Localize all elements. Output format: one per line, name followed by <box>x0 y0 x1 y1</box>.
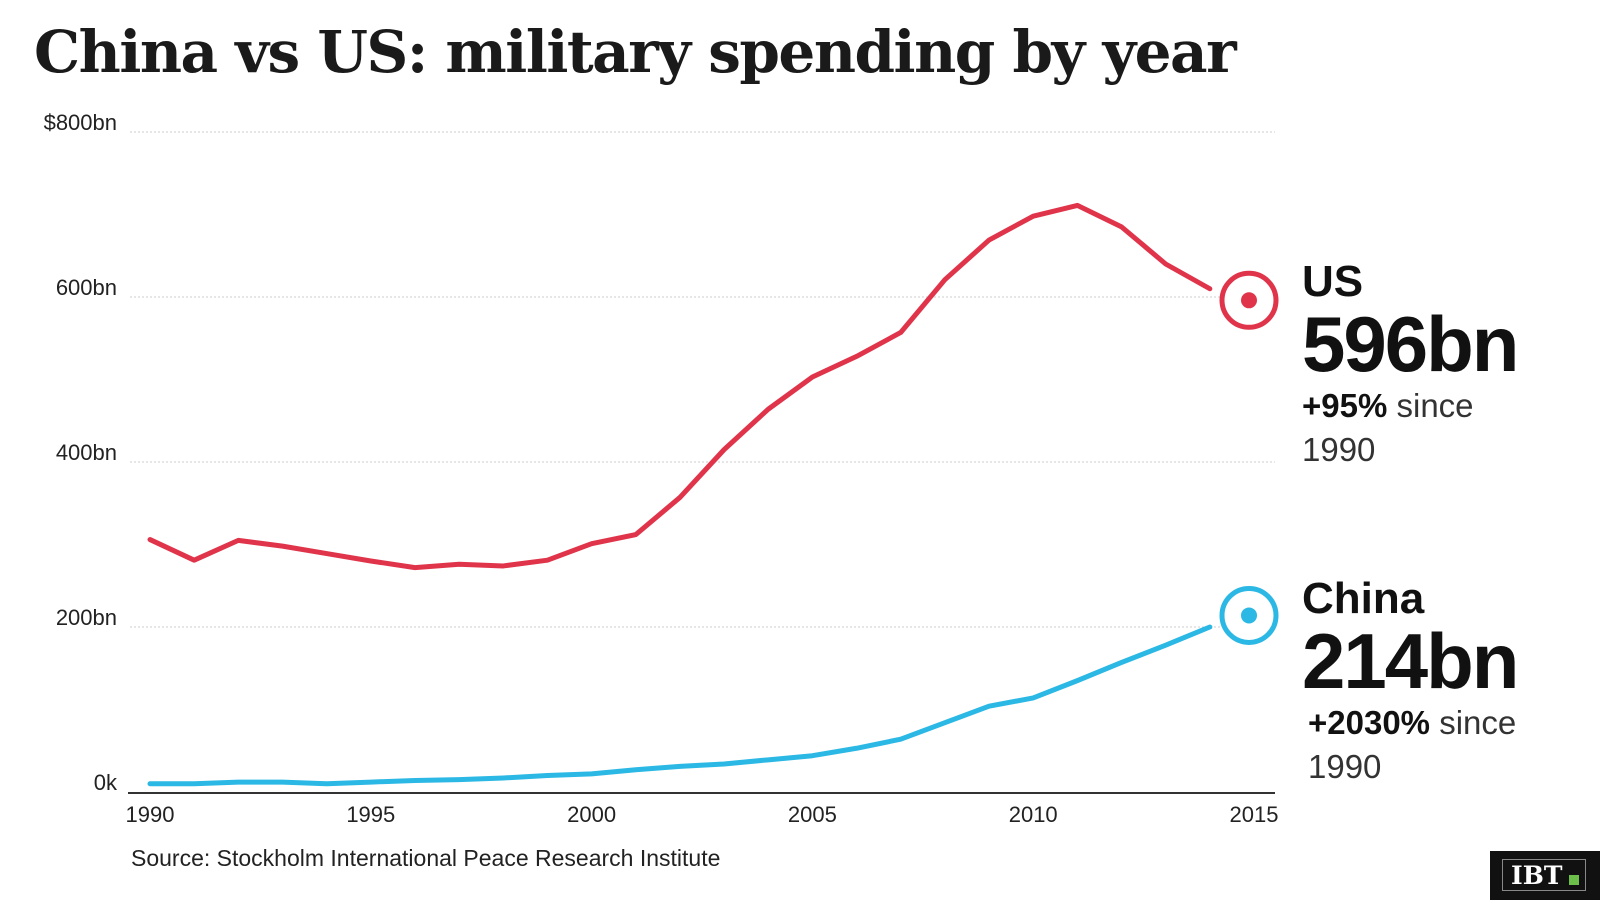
series-line-china <box>147 624 1213 787</box>
us-change: +95% <box>1302 387 1388 424</box>
us-value: 596bn <box>1302 300 1519 388</box>
us-label: US <box>1302 257 1364 306</box>
china-value: 214bn <box>1302 617 1519 705</box>
us-year: 1990 <box>1302 431 1376 468</box>
endpoint-dot-us <box>1241 292 1257 309</box>
series-line-us <box>147 202 1213 571</box>
x-tick-label: 1995 <box>346 802 395 827</box>
x-tick-label: 2015 <box>1230 802 1279 827</box>
ibt-logo: IBT <box>1490 851 1600 900</box>
us-since: since <box>1396 387 1474 424</box>
china-year: 1990 <box>1308 748 1382 785</box>
x-tick-label: 2005 <box>788 802 837 827</box>
china-label: China <box>1302 574 1425 623</box>
y-tick-label: $800bn <box>44 110 117 135</box>
x-tick-label: 2000 <box>567 802 616 827</box>
endpoint-dot-china <box>1241 607 1257 624</box>
chart-title: China vs US: military spending by year <box>34 18 1237 86</box>
x-tick-label: 2010 <box>1009 802 1058 827</box>
y-tick-label: 200bn <box>56 605 117 630</box>
china-annotation: China 214bn +2030% since 1990 <box>1302 574 1519 789</box>
source-note: Source: Stockholm International Peace Re… <box>131 845 721 871</box>
y-tick-label: 600bn <box>56 275 117 300</box>
y-tick-label: 0k <box>94 770 118 795</box>
china-since: since <box>1439 704 1517 741</box>
us-annotation: US 596bn +95% since 1990 <box>1302 257 1519 472</box>
y-tick-label: 400bn <box>56 440 117 465</box>
x-tick-label: 1990 <box>126 802 175 827</box>
china-change: +2030% <box>1308 704 1431 741</box>
